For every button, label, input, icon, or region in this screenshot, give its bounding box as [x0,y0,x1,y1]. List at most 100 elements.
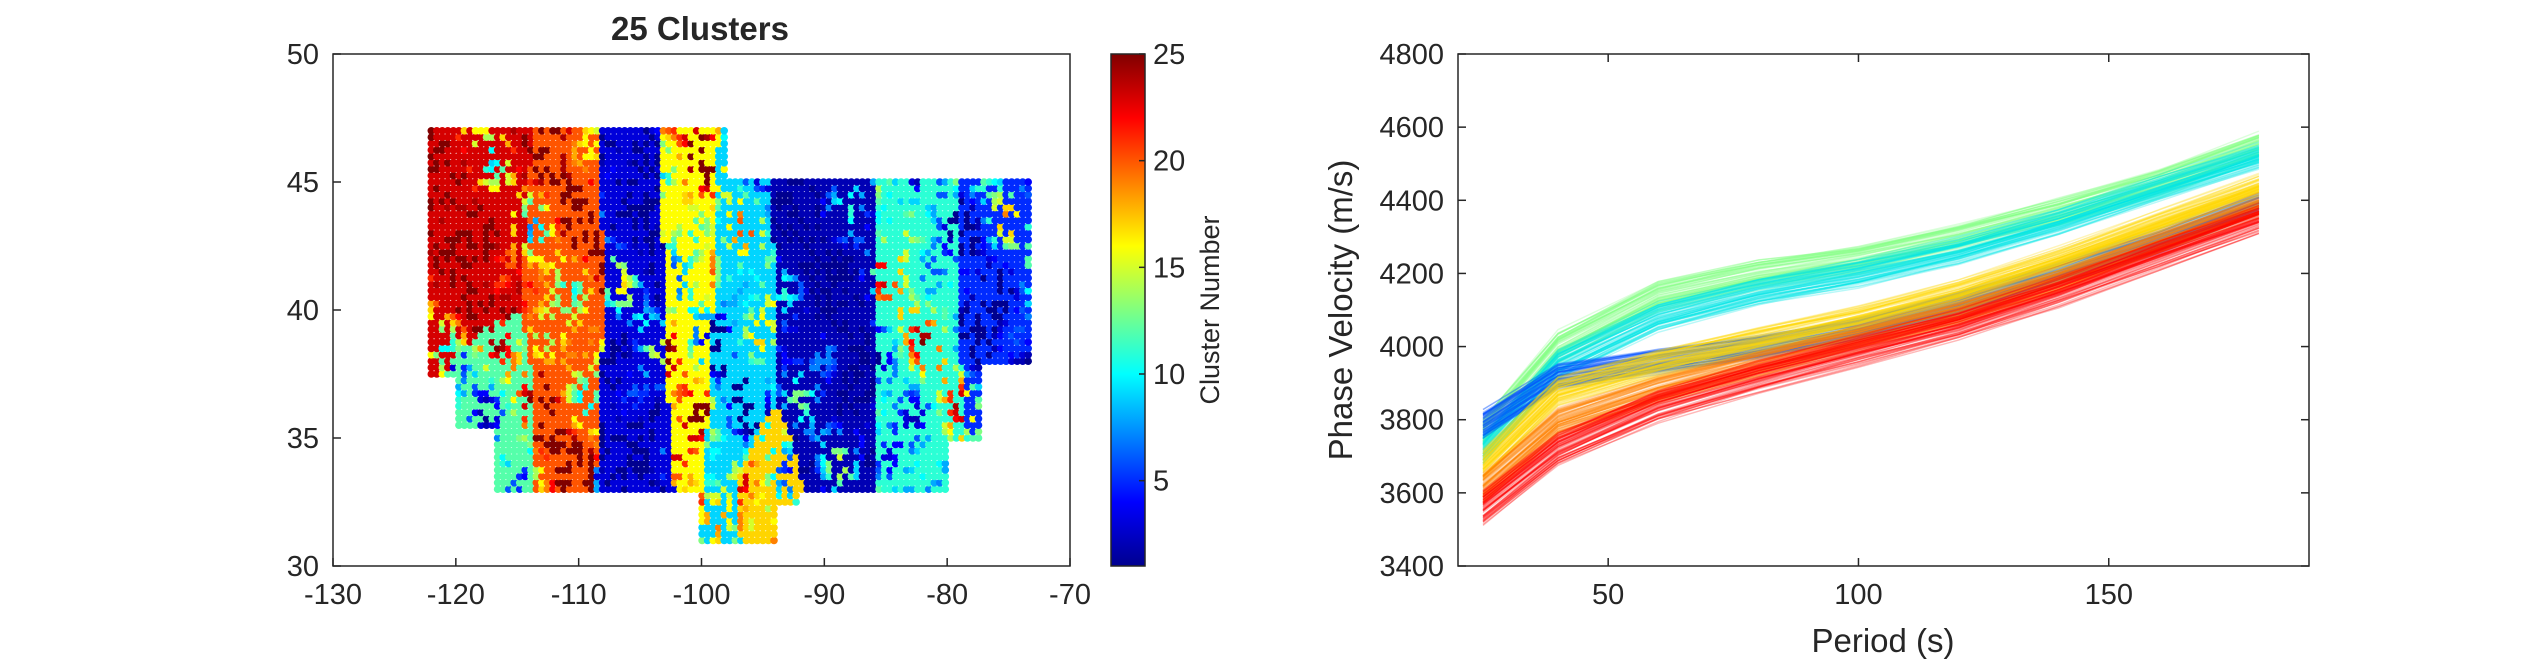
map-point [703,421,712,430]
map-point [980,274,988,282]
map-point [637,312,646,321]
map-point [593,479,601,487]
map-point [493,466,502,474]
map-point [853,415,861,423]
map-point [930,293,939,302]
map-point [593,383,601,391]
map-point [842,459,850,468]
map-point [886,306,894,314]
map-point [609,331,618,340]
map-point [637,306,646,314]
map-point [648,312,657,321]
map-point [902,363,911,372]
map-point [681,434,690,442]
map-point [499,472,507,481]
map-point [869,415,878,423]
map-point [632,479,640,487]
map-point [703,453,712,462]
map-point [880,402,889,410]
map-point [609,299,618,308]
map-point [604,447,612,455]
map-point [1002,293,1010,302]
map-point [781,389,789,398]
map-point [853,408,861,417]
map-point [737,485,745,494]
map-point [726,306,734,314]
map-point [748,479,756,487]
map-point [803,402,811,410]
map-point [698,338,706,346]
map-point [527,472,535,481]
map-point [908,389,916,398]
map-point [488,261,496,270]
map-point [582,287,590,295]
map-point [919,274,927,282]
map-point [781,280,789,289]
map-point [676,351,684,359]
map-point [980,280,988,289]
map-point [549,287,557,295]
map-point [615,254,623,263]
map-point [521,319,529,327]
map-point [731,517,740,525]
map-point [698,319,706,327]
map-point [770,459,778,468]
map-point [532,363,541,372]
map-point [654,370,662,378]
map-point [604,389,612,398]
map-point [609,254,618,263]
map-point [670,447,679,455]
map-point [847,280,856,289]
map-point [875,395,883,404]
map-point [549,466,557,474]
map-point [770,536,778,545]
map-point [626,479,635,487]
map-point [643,351,651,359]
map-point [433,267,441,276]
map-point [554,453,563,462]
map-point [825,312,833,321]
map-point [703,319,712,327]
map-point [770,434,778,442]
map-point [792,370,800,378]
map-point [875,434,883,442]
map-point [504,306,513,314]
map-point [969,299,977,308]
cluster-map-axes: 25 Clusters -130 -120 -110 -100 -90 -80 -70 30… [287,10,1091,611]
map-point [515,299,524,308]
map-point [521,415,529,423]
map-point [1002,325,1010,334]
map-point [676,383,684,391]
map-point [952,402,961,410]
map-point [554,408,563,417]
map-point [847,376,856,385]
map-point [620,453,629,462]
map-point [493,293,502,302]
map-point [764,530,773,538]
map-point [731,511,740,519]
map-point [974,402,983,410]
map-point [676,376,684,385]
map-point [786,370,795,378]
map-point [521,447,529,455]
map-point [748,440,756,449]
map-point [891,447,900,455]
map-point [698,344,706,353]
map-point [726,319,734,327]
map-point [504,395,513,404]
map-point [742,415,751,423]
map-point [543,254,552,263]
map-point [482,274,491,282]
map-point [582,357,590,366]
map-point [814,453,822,462]
map-point [493,274,502,282]
map-point [670,427,679,436]
map-point [1002,306,1010,314]
map-point [560,447,568,455]
map-point [615,421,623,430]
map-point [532,376,541,385]
map-point [726,523,734,532]
map-point [582,466,590,474]
map-point [1002,319,1010,327]
map-point [554,421,563,430]
